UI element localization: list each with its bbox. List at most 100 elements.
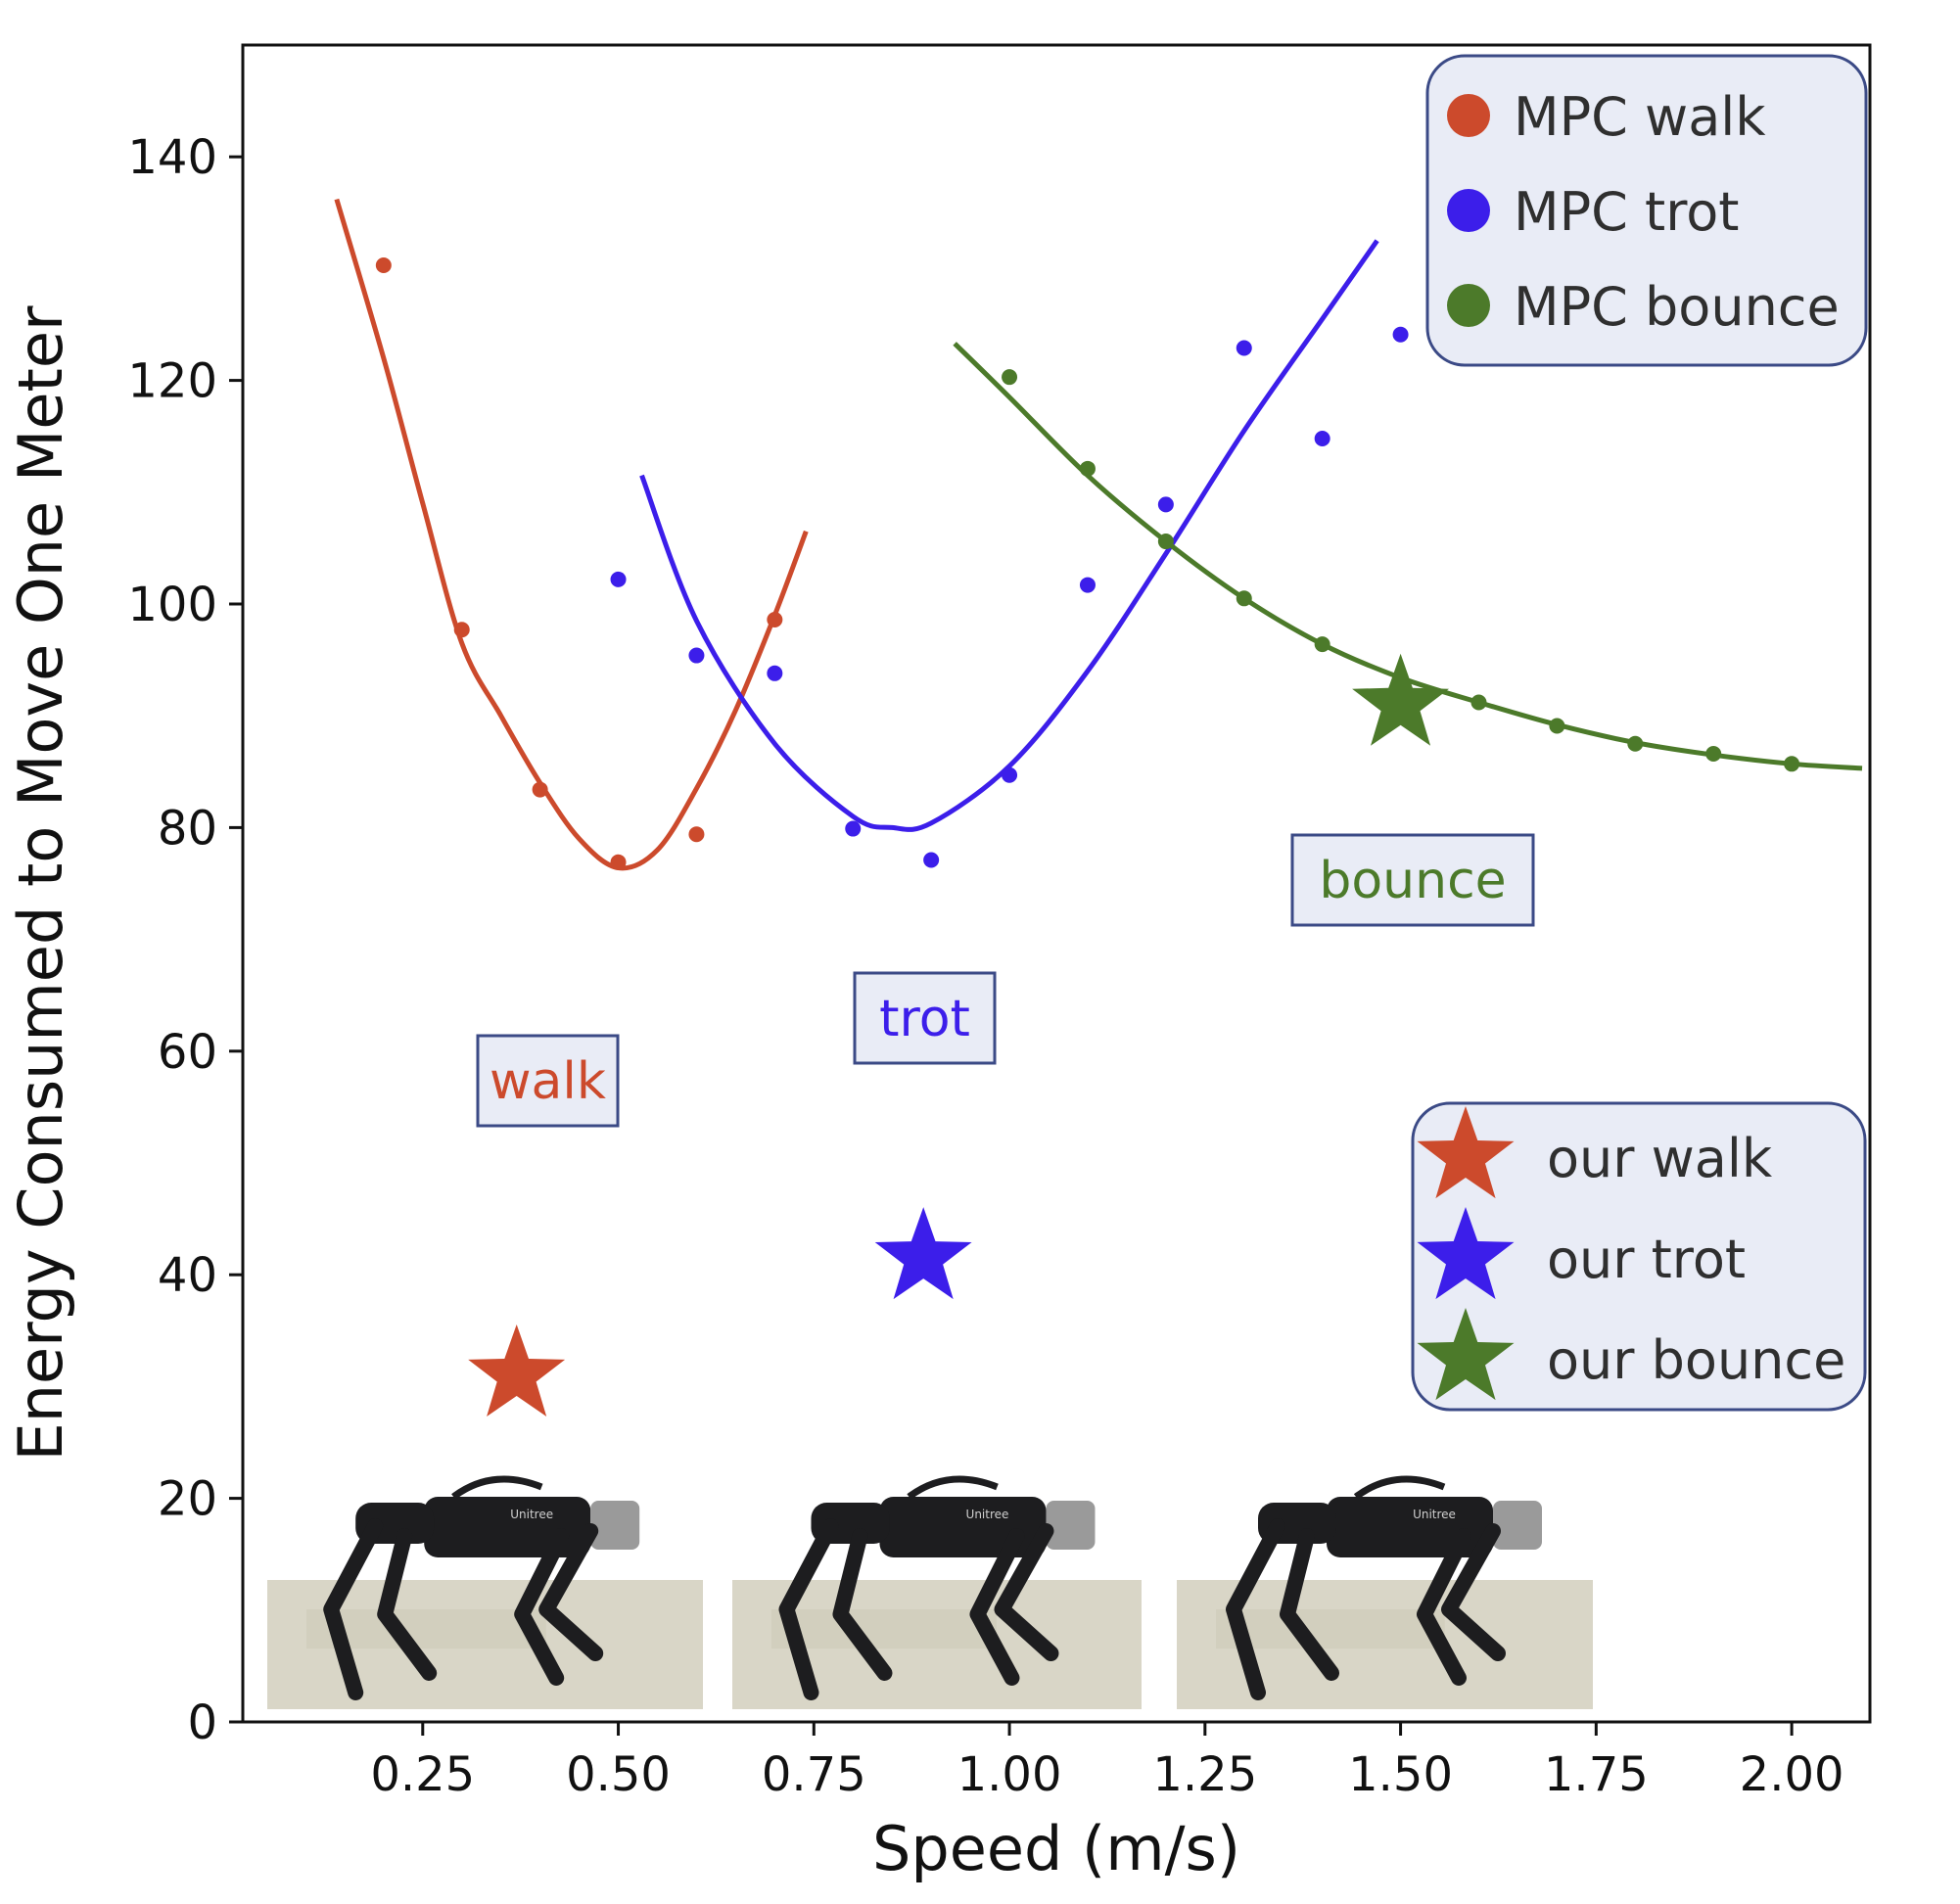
data-point-s2-10 (1314, 430, 1330, 446)
robot-photo-trot: Unitree (732, 1475, 1142, 1709)
x-tick-label-8: 2.00 (1740, 1747, 1844, 1802)
x-tick-label-2: 0.50 (566, 1747, 671, 1802)
robot-leg-3 (514, 1528, 570, 1686)
data-point-s3-9 (1627, 735, 1644, 752)
robot-leg-2 (832, 1528, 893, 1681)
data-point-s3-10 (1705, 746, 1722, 763)
annotation-box-1 (476, 1034, 620, 1128)
legend-ours-marker-1 (1417, 1106, 1515, 1199)
robot-leg-4 (994, 1523, 1059, 1661)
legend-ours-label-2: our trot (1547, 1229, 1746, 1290)
x-tick-label-4: 1.00 (957, 1747, 1062, 1802)
legend-ours-marker-3 (1417, 1308, 1515, 1401)
robot-head (1493, 1501, 1542, 1550)
fit-curve-2 (639, 239, 1379, 832)
plot-frame (241, 43, 1872, 1724)
robot-photo-bounce: Unitree (1177, 1475, 1593, 1709)
data-point-s3-11 (1784, 756, 1800, 772)
robot-leg-4 (1441, 1523, 1506, 1661)
robot-brand-label: Unitree (1413, 1508, 1456, 1521)
axes: 0.25 0.50 0.75 1.00 1.25 1.50 1.75 2.00 0 20 40 60 8… (127, 43, 1872, 1802)
data-points (375, 256, 1800, 870)
robot-photos: Unitree Unitree Unitree (267, 1475, 1593, 1709)
robot-photo-walk: Unitree (267, 1475, 703, 1709)
legend-ours-label-1: our walk (1547, 1128, 1773, 1189)
robot-leg-3 (1417, 1528, 1471, 1686)
data-point-s2-2 (688, 647, 705, 664)
data-point-s3-4 (1236, 590, 1252, 607)
x-axis-title: Speed (m/s) (872, 1813, 1240, 1884)
data-point-s3-7 (1470, 694, 1487, 711)
data-point-s2-1 (610, 571, 627, 587)
y-tick-label-7: 120 (127, 354, 217, 409)
legend-mpc-label-3: MPC bounce (1514, 276, 1840, 338)
y-tick-label-4: 60 (158, 1025, 217, 1080)
robot-leg-2 (1280, 1528, 1339, 1681)
data-point-s2-9 (1236, 340, 1252, 356)
legends: MPC walk MPC trot MPC bounce our walk our tr… (1411, 54, 1868, 1412)
star-markers (468, 653, 1449, 1416)
data-point-s1-3 (532, 781, 548, 798)
legend-mpc-marker-1 (1447, 94, 1490, 137)
data-point-s1-1 (375, 256, 392, 273)
annotation-label-2: trot (879, 990, 970, 1048)
data-point-s2-8 (1157, 496, 1174, 513)
legend-ours-label-3: our bounce (1547, 1329, 1845, 1391)
robot-brand-label: Unitree (510, 1508, 553, 1521)
data-point-s2-3 (767, 665, 783, 681)
annotation-box-3 (1290, 833, 1535, 927)
floor-shadow (1216, 1609, 1445, 1649)
x-tick-label-5: 1.25 (1152, 1747, 1257, 1802)
robot-handle (451, 1475, 543, 1500)
robot-handle (907, 1475, 999, 1500)
robot-body (879, 1497, 1047, 1557)
data-point-s2-5 (923, 852, 940, 868)
data-point-s3-3 (1157, 534, 1174, 550)
y-tick-label-8: 140 (127, 130, 217, 185)
y-tick-label-2: 20 (158, 1472, 217, 1527)
data-point-s2-4 (845, 820, 862, 837)
robot-body (1327, 1497, 1493, 1557)
data-point-s3-8 (1549, 718, 1565, 734)
robot-brand-label: Unitree (966, 1508, 1009, 1521)
x-tick-label-6: 1.50 (1348, 1747, 1453, 1802)
data-point-s1-2 (453, 622, 470, 638)
fit-curve-1 (334, 198, 809, 871)
y-tick-label-5: 80 (158, 801, 217, 856)
data-point-s1-6 (767, 611, 783, 627)
robot-head (1046, 1501, 1096, 1550)
data-point-s3-1 (1002, 369, 1018, 386)
y-tick-label-3: 40 (158, 1248, 217, 1303)
annotation-box-2 (853, 971, 997, 1065)
robot-leg-1 (778, 1518, 839, 1700)
robot-body (424, 1497, 591, 1557)
annotation-label-1: walk (490, 1052, 606, 1111)
legend-mpc-label-2: MPC trot (1514, 181, 1739, 243)
robot-head (590, 1501, 640, 1550)
robot-leg-3 (969, 1528, 1025, 1686)
robot-leg-1 (323, 1518, 384, 1700)
legend-ours-marker-2 (1417, 1207, 1515, 1300)
data-point-s2-11 (1392, 326, 1409, 343)
star-marker-1 (468, 1324, 566, 1416)
gait-annotations: walk trot bounce (476, 833, 1535, 1128)
legend-mpc-marker-3 (1447, 284, 1490, 327)
x-tick-label-3: 0.75 (762, 1747, 866, 1802)
data-point-s1-4 (610, 854, 627, 870)
robot-handle (1353, 1475, 1446, 1500)
y-tick-label-1: 0 (187, 1695, 217, 1750)
legend-mpc-label-1: MPC walk (1514, 86, 1766, 148)
star-marker-2 (874, 1207, 972, 1300)
data-point-s1-5 (688, 826, 705, 843)
data-point-s3-5 (1314, 636, 1330, 653)
legend-mpc-marker-2 (1447, 189, 1490, 232)
robot-leg-4 (538, 1523, 604, 1661)
data-point-s2-7 (1079, 577, 1096, 593)
y-axis-title: Energy Consumed to Move One Meter (5, 305, 76, 1461)
robot-leg-1 (1226, 1518, 1285, 1700)
y-tick-label-6: 100 (127, 578, 217, 632)
x-tick-label-1: 0.25 (370, 1747, 475, 1802)
star-marker-3 (1352, 653, 1449, 746)
data-point-s2-6 (1002, 766, 1018, 783)
